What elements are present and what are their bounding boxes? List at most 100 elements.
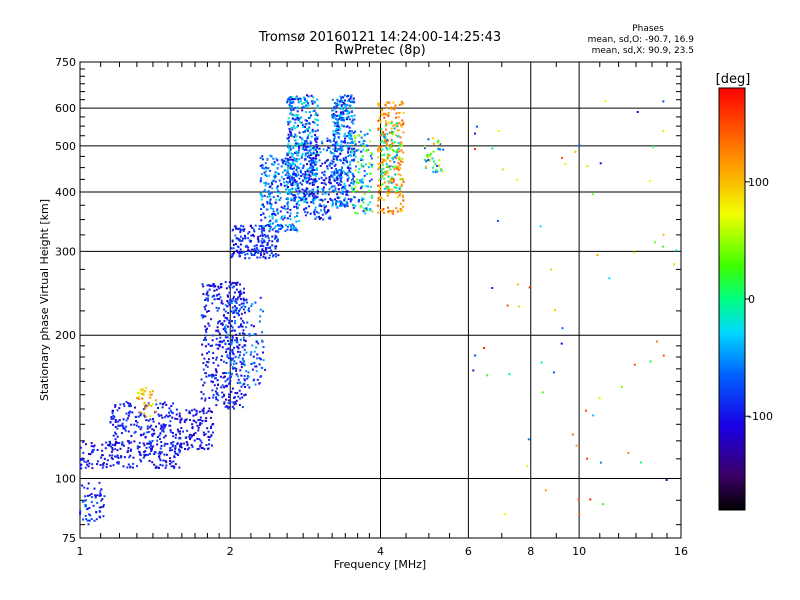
echo-point xyxy=(143,432,146,435)
echo-point xyxy=(265,248,267,251)
echo-point xyxy=(397,135,400,138)
echo-point xyxy=(119,403,122,406)
echo-point xyxy=(326,140,329,142)
echo-point xyxy=(272,175,275,178)
echo-point xyxy=(143,451,146,453)
echo-point xyxy=(169,447,172,449)
echo-point xyxy=(221,302,224,305)
echo-point xyxy=(366,145,369,147)
echo-point xyxy=(90,493,93,495)
echo-point xyxy=(211,344,214,347)
echo-point xyxy=(215,343,218,346)
echo-point xyxy=(217,343,220,346)
echo-point xyxy=(290,192,293,195)
echo-point xyxy=(301,198,304,201)
echo-point xyxy=(286,217,289,220)
echo-point xyxy=(141,392,144,395)
echo-point xyxy=(369,185,372,188)
echo-point xyxy=(151,461,154,464)
echo-point xyxy=(305,105,308,108)
echo-point xyxy=(389,165,392,168)
echo-point xyxy=(110,417,113,420)
echo-point xyxy=(289,134,292,137)
echo-point xyxy=(363,174,366,177)
echo-point xyxy=(304,194,307,197)
echo-point xyxy=(234,322,236,325)
echo-point xyxy=(92,504,95,507)
echo-point xyxy=(377,168,380,171)
echo-point xyxy=(357,171,360,174)
echo-point xyxy=(504,513,506,516)
echo-point xyxy=(352,206,355,209)
echo-point xyxy=(340,159,342,162)
echo-point xyxy=(213,298,216,301)
echo-point xyxy=(237,350,239,353)
echo-point xyxy=(267,167,270,170)
echo-point xyxy=(287,145,289,148)
echo-point xyxy=(291,113,294,116)
echo-point xyxy=(172,465,175,468)
echo-point xyxy=(201,283,204,286)
echo-point xyxy=(338,174,341,177)
echo-point xyxy=(245,326,248,329)
echo-point xyxy=(355,149,358,152)
echo-point xyxy=(239,382,242,385)
echo-point xyxy=(307,127,310,130)
echo-point xyxy=(100,499,103,502)
echo-point xyxy=(134,406,136,409)
echo-point xyxy=(288,140,290,143)
echo-point xyxy=(128,412,131,415)
echo-point xyxy=(142,390,145,393)
echo-point xyxy=(349,160,352,163)
echo-point xyxy=(592,193,595,196)
echo-point xyxy=(352,122,355,125)
echo-point xyxy=(653,241,656,244)
echo-point xyxy=(304,214,307,217)
echo-point xyxy=(111,458,114,460)
echo-point xyxy=(262,351,264,354)
echo-point xyxy=(202,368,205,371)
echo-point xyxy=(315,155,317,158)
echo-point xyxy=(401,144,403,147)
echo-point xyxy=(295,180,298,183)
echo-point xyxy=(219,286,222,289)
echo-point xyxy=(339,95,342,98)
echo-point xyxy=(349,97,352,100)
echo-point xyxy=(241,332,244,335)
echo-point xyxy=(309,154,312,157)
echo-point xyxy=(151,447,153,450)
echo-point xyxy=(273,213,276,215)
echo-point xyxy=(286,100,289,103)
echo-point xyxy=(539,225,542,228)
echo-point xyxy=(114,426,117,428)
echo-point xyxy=(436,170,439,173)
echo-point xyxy=(192,414,195,417)
echo-point xyxy=(278,228,281,230)
echo-point xyxy=(244,340,247,343)
echo-point xyxy=(390,210,393,212)
echo-point xyxy=(116,409,119,412)
echo-point xyxy=(264,235,267,238)
echo-point xyxy=(288,152,291,155)
echo-point xyxy=(205,375,208,378)
echo-point xyxy=(260,375,263,378)
echo-point xyxy=(152,445,155,448)
echo-point xyxy=(336,171,339,174)
echo-point xyxy=(398,122,401,125)
echo-point xyxy=(296,142,299,145)
echo-point xyxy=(247,375,250,378)
echo-point xyxy=(233,316,236,318)
echo-point xyxy=(169,420,172,423)
echo-point xyxy=(206,310,208,313)
echo-point xyxy=(308,205,311,208)
echo-point xyxy=(208,324,211,327)
echo-point xyxy=(342,102,345,105)
echo-point xyxy=(355,165,358,168)
echo-point xyxy=(179,432,181,435)
echo-point xyxy=(258,320,261,323)
echo-point xyxy=(151,440,154,442)
echo-point xyxy=(350,121,353,124)
echo-point xyxy=(297,154,300,157)
echo-point xyxy=(377,104,380,107)
echo-point xyxy=(215,294,218,297)
